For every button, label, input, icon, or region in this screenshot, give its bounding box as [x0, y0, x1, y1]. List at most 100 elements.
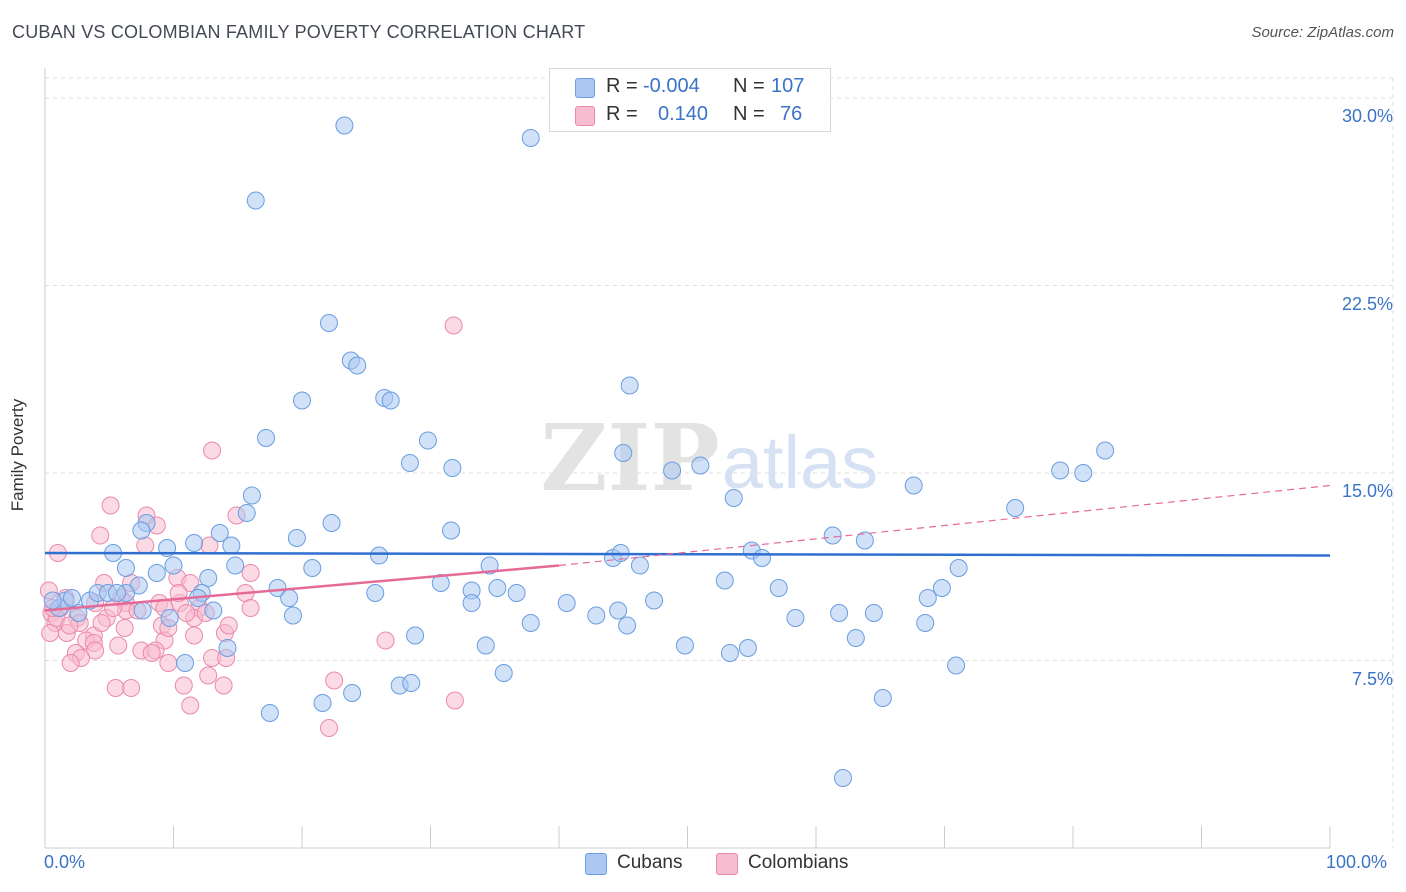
cubans-point — [476, 636, 495, 655]
colombians-point — [174, 676, 193, 695]
cubans-point — [521, 614, 540, 632]
cubans-point — [431, 574, 450, 592]
cubans-point — [293, 391, 311, 410]
cubans-point — [830, 604, 849, 622]
cubans-point — [855, 531, 874, 550]
cubans-point — [557, 594, 576, 612]
r-value: -0.004 — [643, 75, 700, 97]
x-tick-label-min: 0.0% — [44, 852, 86, 872]
colombians-point — [92, 614, 111, 632]
colombians-point — [61, 654, 80, 672]
cubans-point — [284, 606, 303, 625]
n-label: N = — [733, 75, 765, 97]
colombians-point — [219, 616, 238, 635]
cubans-point — [691, 456, 710, 475]
cubans-point — [738, 639, 757, 657]
cubans-point — [630, 556, 649, 575]
cubans-point — [287, 529, 306, 547]
correlation-legend: R = -0.004 N = 107 R = 0.140 N = 76 — [549, 68, 831, 132]
axis-layer — [44, 68, 1331, 849]
cubans-point — [715, 571, 734, 590]
legend-row-colombians: R = 0.140 N = 76 — [550, 101, 830, 129]
colombians-trend-line — [44, 564, 560, 612]
watermark: ZIP atlas — [540, 404, 878, 512]
cubans-point — [823, 526, 842, 545]
colombians-point — [91, 526, 110, 545]
cubans-point — [160, 609, 179, 627]
cubans-point — [303, 559, 322, 577]
colombians-legend-swatch — [716, 853, 738, 875]
cubans-point — [1006, 499, 1025, 517]
cubans-point — [370, 546, 389, 565]
cubans-point — [402, 674, 421, 692]
colombians-point — [445, 691, 464, 710]
cubans-point — [620, 376, 639, 395]
cubans-point — [199, 569, 218, 587]
cubans-point — [343, 684, 362, 702]
colombians-point — [376, 631, 395, 650]
colombians-point — [241, 564, 260, 582]
cubans-point — [62, 589, 81, 607]
cubans-point — [107, 584, 126, 602]
cubans-point — [663, 461, 682, 480]
cubans-point — [226, 556, 245, 575]
colombians-point — [101, 496, 120, 515]
cubans-point — [720, 644, 739, 662]
cubans-point — [833, 769, 852, 787]
cubans-swatch — [575, 78, 595, 98]
cubans-point — [381, 391, 400, 410]
y-tick-label: 15.0% — [1341, 481, 1393, 501]
cubans-point — [918, 589, 937, 607]
colombians-legend-label: Colombians — [748, 852, 849, 873]
colombians-point — [214, 676, 233, 695]
colombians-trend-extension — [558, 484, 1331, 567]
x-tick-label-max: 100.0% — [1326, 852, 1388, 872]
cubans-point — [587, 606, 606, 625]
cubans-point — [1074, 464, 1093, 482]
cubans-point — [675, 636, 694, 655]
cubans-point — [133, 601, 152, 620]
colombians-point — [181, 696, 200, 715]
cubans-point — [116, 559, 135, 577]
cubans-point — [242, 486, 261, 505]
y-tick-label: 7.5% — [1351, 668, 1393, 689]
colombians-point — [41, 624, 60, 642]
cubans-point — [609, 601, 628, 620]
colombians-point — [444, 316, 463, 335]
cubans-point — [260, 704, 279, 722]
cubans-point — [442, 521, 461, 540]
cubans-point — [280, 589, 299, 607]
cubans-point — [488, 579, 507, 597]
cubans-point — [864, 604, 883, 622]
cubans-point — [618, 616, 637, 635]
cubans-point — [932, 579, 951, 597]
cubans-point — [462, 594, 481, 612]
colombians-point — [325, 671, 344, 690]
colombians-point — [86, 641, 105, 660]
cubans-point — [313, 694, 332, 712]
colombians-points — [39, 316, 464, 737]
cubans-point — [366, 584, 385, 602]
colombians-point — [181, 574, 200, 592]
colombians-point — [104, 599, 123, 617]
colombians-point — [319, 719, 338, 737]
colombians-point — [241, 599, 260, 617]
cubans-legend-swatch — [585, 853, 607, 875]
cubans-point — [521, 129, 540, 147]
colombians-point — [199, 666, 218, 685]
cubans-point — [257, 429, 276, 447]
cubans-point — [949, 559, 968, 577]
cubans-point — [185, 534, 204, 552]
cubans-trend-line — [44, 551, 1331, 557]
cubans-point — [904, 476, 923, 495]
grid-layer — [45, 77, 1394, 848]
r-label: R = — [606, 75, 638, 97]
cubans-point — [268, 579, 287, 597]
cubans-point — [786, 609, 805, 627]
cubans-point — [348, 356, 367, 375]
cubans-point — [210, 524, 229, 542]
cubans-point — [147, 564, 166, 582]
colombians-point — [142, 644, 161, 662]
cubans-point — [322, 514, 341, 532]
cubans-legend-label: Cubans — [617, 852, 683, 873]
